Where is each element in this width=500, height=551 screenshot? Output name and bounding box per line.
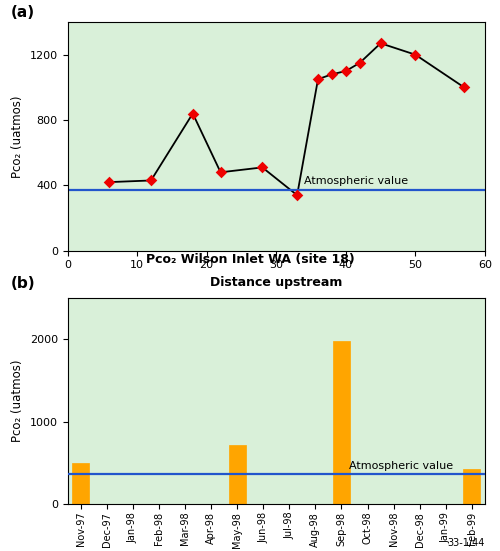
Text: 33-1/44: 33-1/44	[448, 538, 485, 548]
Bar	[464, 468, 480, 504]
Bar	[333, 341, 350, 504]
Point	[342, 67, 350, 75]
Point	[328, 70, 336, 79]
Text: Atmospheric value: Atmospheric value	[304, 176, 408, 186]
Point	[147, 176, 155, 185]
Point	[105, 177, 113, 186]
Point	[356, 58, 364, 67]
Point	[460, 83, 468, 92]
X-axis label: Distance upstream: Distance upstream	[210, 276, 342, 289]
Point	[258, 163, 266, 172]
Y-axis label: Pco₂ (uatmos): Pco₂ (uatmos)	[11, 360, 24, 442]
Bar	[228, 445, 246, 504]
Point	[412, 50, 420, 59]
Point	[293, 191, 301, 199]
Point	[376, 39, 384, 48]
Y-axis label: Pco₂ (uatmos): Pco₂ (uatmos)	[11, 95, 24, 177]
Point	[216, 168, 224, 177]
Point	[189, 109, 197, 118]
Bar	[72, 463, 89, 504]
Text: Pco₂ Wilson Inlet WA (site 18): Pco₂ Wilson Inlet WA (site 18)	[146, 252, 354, 266]
Text: Atmospheric value: Atmospheric value	[350, 461, 454, 471]
Text: (b): (b)	[11, 277, 36, 291]
Text: (a): (a)	[11, 5, 36, 20]
Point	[314, 75, 322, 84]
